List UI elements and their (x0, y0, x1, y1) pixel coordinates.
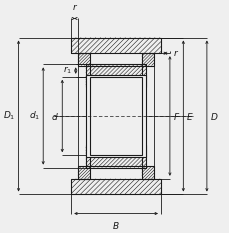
Bar (90, 65, 141, 166)
Bar (95, 87, 136, 145)
Text: $B_3$: $B_3$ (110, 147, 121, 160)
Bar (85, 75, 146, 158)
Text: $D$: $D$ (209, 110, 217, 121)
Text: $d$: $d$ (51, 110, 59, 121)
Text: $d_1$: $d_1$ (29, 110, 40, 122)
Text: $r_1$: $r_1$ (63, 65, 72, 76)
Text: $r$: $r$ (172, 48, 178, 58)
Text: $F$: $F$ (172, 110, 179, 121)
Text: $r$: $r$ (71, 2, 77, 12)
Text: $B$: $B$ (112, 220, 119, 231)
Text: $D_1$: $D_1$ (3, 110, 15, 122)
Bar (90, 77, 141, 155)
Text: $E$: $E$ (185, 110, 193, 121)
